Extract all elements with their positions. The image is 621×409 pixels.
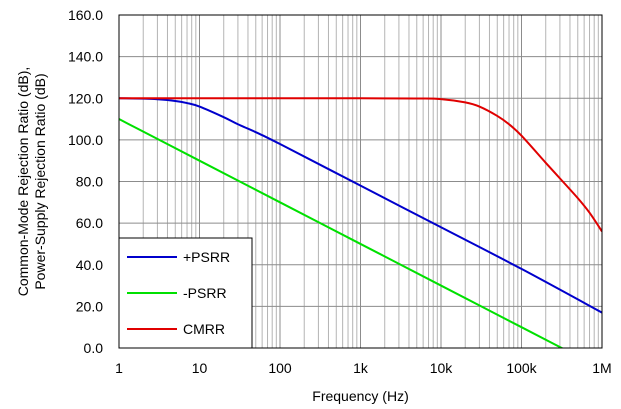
y-tick-label: 80.0 [76, 174, 103, 190]
y-tick-label: 60.0 [76, 215, 103, 231]
x-tick-label: 1 [115, 360, 123, 376]
x-tick-label: 1M [592, 360, 611, 376]
y-tick-label: 20.0 [76, 298, 103, 314]
y-tick-label: 120.0 [68, 90, 103, 106]
y-tick-label: 100.0 [68, 132, 103, 148]
x-tick-label: 100 [268, 360, 292, 376]
legend-label-cmrr: CMRR [183, 321, 225, 337]
series-line-cmrr [119, 97, 602, 233]
x-tick-labels: 1 10 100 1k 10k 100k 1M [115, 360, 612, 376]
y-tick-label: 140.0 [68, 49, 103, 65]
y-tick-label: 0.0 [84, 340, 104, 356]
y-axis-title: Common-Mode Rejection Ratio (dB), Power-… [15, 67, 48, 297]
y-axis-title-line-1: Common-Mode Rejection Ratio (dB), [15, 67, 31, 297]
x-axis-title: Frequency (Hz) [312, 388, 408, 404]
legend-label-psrr: +PSRR [183, 249, 230, 265]
x-tick-label: 10 [192, 360, 208, 376]
series-line-psrr [119, 97, 602, 314]
series-line-psrr [119, 118, 564, 348]
x-tick-label: 100k [506, 360, 537, 376]
plot-frame [118, 14, 603, 349]
y-tick-label: 160.0 [68, 7, 103, 23]
y-tick-labels: 0.0 20.0 40.0 60.0 80.0 100.0 120.0 140.0 160.0 [68, 7, 103, 356]
y-tick-label: 40.0 [76, 257, 103, 273]
legend-label-psrr: -PSRR [183, 285, 227, 301]
x-tick-label: 1k [353, 360, 369, 376]
y-axis-title-line-2: Power-Supply Rejection Ratio (dB) [32, 73, 48, 289]
series-layer [119, 97, 602, 348]
legend: +PSRR -PSRR CMRR [118, 237, 253, 349]
x-tick-label: 10k [430, 360, 454, 376]
